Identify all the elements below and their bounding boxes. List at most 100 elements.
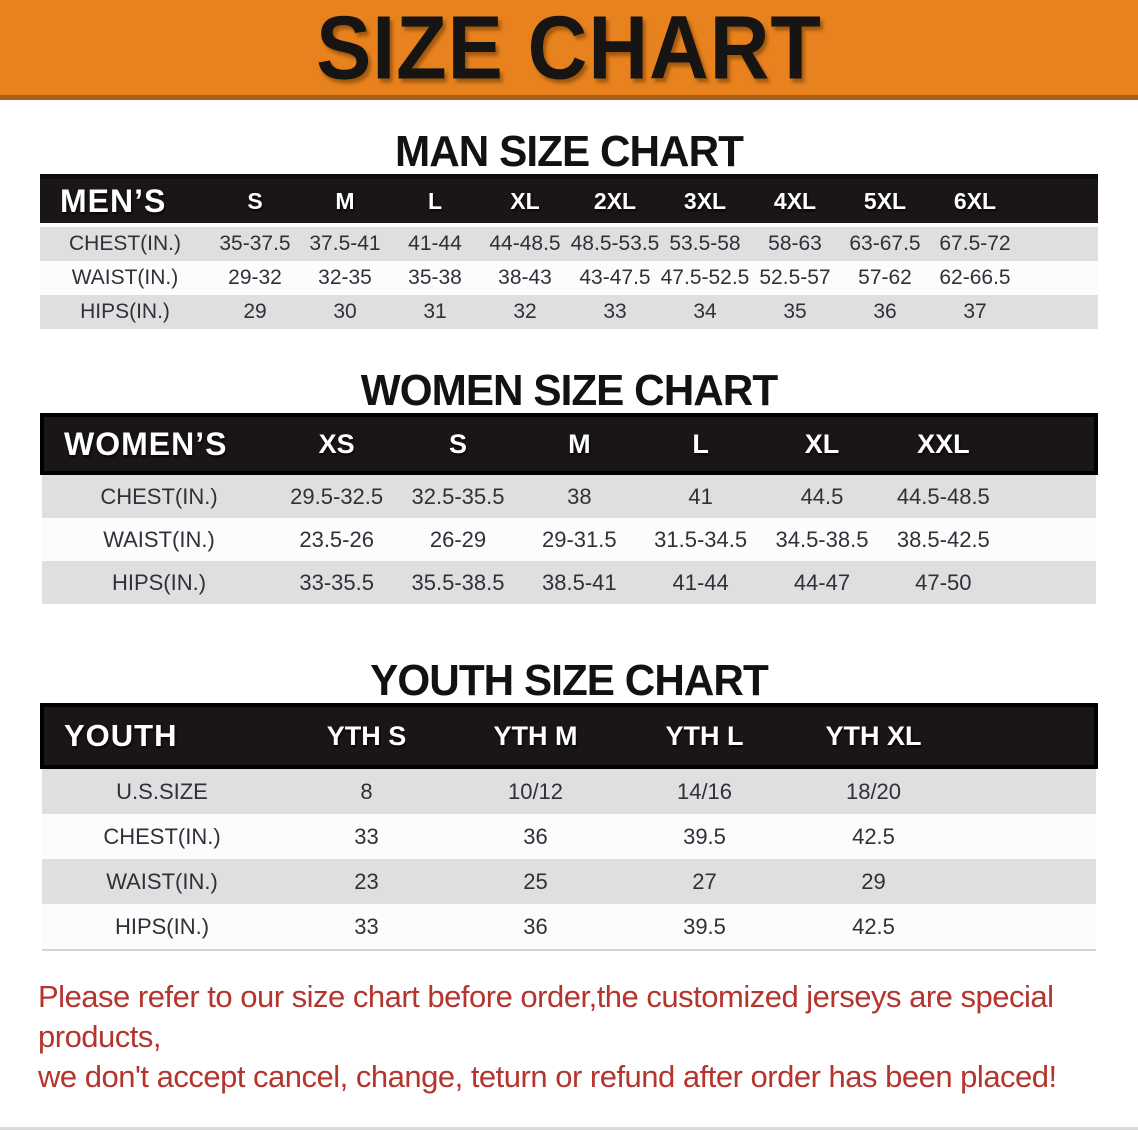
measurement-value: 36 xyxy=(451,904,620,951)
measurement-value: 29 xyxy=(789,859,958,904)
size-header-row: YOUTH YTH S YTH M YTH L YTH XL xyxy=(40,703,1098,769)
measurement-row: CHEST(IN.) 29.5-32.5 32.5-35.5 38 41 44.5 44.5… xyxy=(42,471,1096,518)
measurement-value: 41-44 xyxy=(390,223,480,261)
measurement-value: 38.5-41 xyxy=(518,561,640,604)
order-disclaimer: Please refer to our size chart before or… xyxy=(38,977,1120,1097)
measurement-value: 10/12 xyxy=(451,765,620,814)
measurement-value: 36 xyxy=(840,295,930,329)
measurement-row: HIPS(IN.) 29 30 31 32 33 34 35 36 37 xyxy=(40,295,1098,329)
header-spacer-cell xyxy=(958,703,1098,769)
measurement-label: CHEST(IN.) xyxy=(40,223,210,261)
measurement-value: 34.5-38.5 xyxy=(761,518,883,561)
measurement-row: WAIST(IN.) 29-32 32-35 35-38 38-43 43-47.5 47.… xyxy=(40,261,1098,295)
measurement-label: CHEST(IN.) xyxy=(42,471,276,518)
measurement-value: 35-38 xyxy=(390,261,480,295)
row-spacer-cell xyxy=(1004,471,1096,518)
size-column-header: XL xyxy=(480,176,570,225)
size-column-header: YTH XL xyxy=(789,703,958,769)
row-spacer-cell xyxy=(1020,295,1098,329)
measurement-value: 41-44 xyxy=(639,561,762,604)
measurement-value: 37 xyxy=(930,295,1020,329)
measurement-value: 44-47 xyxy=(761,561,883,604)
measurement-row: WAIST(IN.) 23.5-26 26-29 29-31.5 31.5-34.5 34… xyxy=(42,518,1096,561)
bottom-edge-divider xyxy=(0,1127,1138,1130)
measurement-value: 53.5-58 xyxy=(660,223,750,261)
disclaimer-line-1: Please refer to our size chart before or… xyxy=(38,979,1054,1054)
size-column-header: YTH M xyxy=(451,703,620,769)
measurement-value: 33-35.5 xyxy=(276,561,398,604)
size-header-row: WOMEN’S XS S M L XL XXL xyxy=(40,413,1098,475)
measurement-value: 34 xyxy=(660,295,750,329)
row-spacer-cell xyxy=(1004,518,1096,561)
measurement-value: 58-63 xyxy=(750,223,840,261)
measurement-value: 29 xyxy=(210,295,300,329)
measurement-value: 32 xyxy=(480,295,570,329)
measurement-label: WAIST(IN.) xyxy=(42,518,276,561)
row-spacer-cell xyxy=(958,765,1096,814)
man-section-heading: MAN SIZE CHART xyxy=(395,127,744,176)
size-column-header: 5XL xyxy=(840,176,930,225)
measurement-row: CHEST(IN.) 35-37.5 37.5-41 41-44 44-48.5 48.5… xyxy=(40,223,1098,261)
men-size-table: MEN’S S M L XL 2XL 3XL 4XL 5XL 6XL CHEST(IN.) 35-37… xyxy=(40,174,1098,329)
row-spacer-cell xyxy=(958,814,1096,859)
table-group-label: YOUTH xyxy=(40,703,282,769)
row-spacer-cell xyxy=(958,859,1096,904)
disclaimer-line-2: we don't accept cancel, change, teturn o… xyxy=(38,1059,1057,1094)
measurement-value: 29-31.5 xyxy=(518,518,640,561)
measurement-value: 38-43 xyxy=(480,261,570,295)
header-spacer-cell xyxy=(1004,413,1098,475)
measurement-value: 33 xyxy=(282,814,451,859)
youth-section-heading: YOUTH SIZE CHART xyxy=(370,656,769,705)
measurement-value: 44-48.5 xyxy=(480,223,570,261)
row-spacer-cell xyxy=(958,904,1096,951)
row-spacer-cell xyxy=(1004,561,1096,604)
measurement-label: HIPS(IN.) xyxy=(40,295,210,329)
measurement-value: 8 xyxy=(282,765,451,814)
measurement-row: HIPS(IN.) 33 36 39.5 42.5 xyxy=(42,904,1096,951)
row-spacer-cell xyxy=(1020,223,1098,261)
measurement-value: 37.5-41 xyxy=(300,223,390,261)
size-column-header: XL xyxy=(761,413,883,475)
measurement-value: 29-32 xyxy=(210,261,300,295)
size-column-header: S xyxy=(397,413,519,475)
size-column-header: XS xyxy=(276,413,398,475)
measurement-value: 44.5 xyxy=(761,471,883,518)
women-section-heading: WOMEN SIZE CHART xyxy=(360,366,778,415)
measurement-label: HIPS(IN.) xyxy=(42,904,282,951)
measurement-value: 38.5-42.5 xyxy=(882,518,1004,561)
measurement-value: 42.5 xyxy=(789,814,958,859)
measurement-value: 27 xyxy=(620,859,789,904)
measurement-label: WAIST(IN.) xyxy=(42,859,282,904)
measurement-value: 52.5-57 xyxy=(750,261,840,295)
measurement-value: 47-50 xyxy=(882,561,1004,604)
size-column-header: L xyxy=(639,413,762,475)
measurement-value: 32.5-35.5 xyxy=(397,471,519,518)
size-column-header: M xyxy=(300,176,390,225)
measurement-value: 43-47.5 xyxy=(570,261,660,295)
size-column-header: 2XL xyxy=(570,176,660,225)
size-column-header: 6XL xyxy=(930,176,1020,225)
measurement-value: 23.5-26 xyxy=(276,518,398,561)
header-spacer-cell xyxy=(1020,176,1098,225)
measurement-value: 57-62 xyxy=(840,261,930,295)
youth-size-table: YOUTH YTH S YTH M YTH L YTH XL U.S.SIZE 8 10/12… xyxy=(40,703,1098,951)
measurement-label: U.S.SIZE xyxy=(42,765,282,814)
measurement-value: 44.5-48.5 xyxy=(882,471,1004,518)
measurement-value: 42.5 xyxy=(789,904,958,951)
size-column-header: 3XL xyxy=(660,176,750,225)
measurement-value: 62-66.5 xyxy=(930,261,1020,295)
size-column-header: S xyxy=(210,176,300,225)
measurement-value: 41 xyxy=(639,471,762,518)
measurement-value: 48.5-53.5 xyxy=(570,223,660,261)
measurement-value: 35.5-38.5 xyxy=(397,561,519,604)
size-column-header: XXL xyxy=(882,413,1004,475)
measurement-value: 33 xyxy=(570,295,660,329)
measurement-value: 33 xyxy=(282,904,451,951)
measurement-value: 30 xyxy=(300,295,390,329)
table-group-label: MEN’S xyxy=(40,176,210,225)
measurement-label: WAIST(IN.) xyxy=(40,261,210,295)
measurement-label: CHEST(IN.) xyxy=(42,814,282,859)
size-header-row: MEN’S S M L XL 2XL 3XL 4XL 5XL 6XL xyxy=(40,176,1098,225)
measurement-value: 32-35 xyxy=(300,261,390,295)
size-column-header: YTH S xyxy=(282,703,451,769)
